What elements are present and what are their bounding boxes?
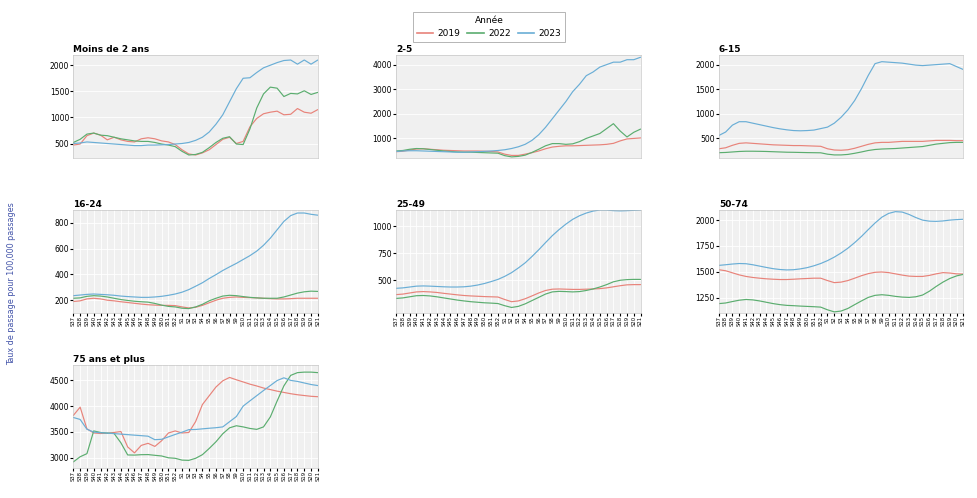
Text: Moins de 2 ans: Moins de 2 ans [73, 45, 149, 54]
Text: 75 ans et plus: 75 ans et plus [73, 355, 145, 364]
Text: 16-24: 16-24 [73, 200, 103, 209]
Text: Taux de passage pour 100,000 passages: Taux de passage pour 100,000 passages [7, 203, 17, 365]
Text: 2-5: 2-5 [396, 45, 412, 54]
Text: 6-15: 6-15 [718, 45, 741, 54]
Legend: 2019, 2022, 2023: 2019, 2022, 2023 [412, 12, 565, 42]
Text: 50-74: 50-74 [718, 200, 747, 209]
Text: 25-49: 25-49 [396, 200, 425, 209]
